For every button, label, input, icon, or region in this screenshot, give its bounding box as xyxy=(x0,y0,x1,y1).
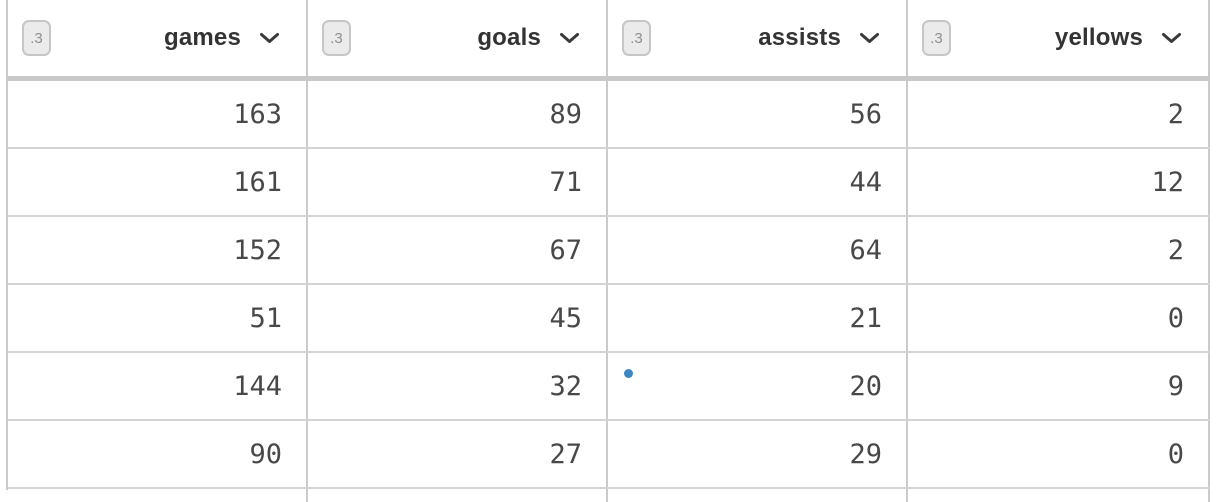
table-cell[interactable]: 89 xyxy=(308,81,608,147)
chevron-down-icon[interactable] xyxy=(559,32,580,44)
column-header-assists[interactable]: .3 assists xyxy=(608,0,908,76)
table-cell[interactable]: 9 xyxy=(908,353,1210,419)
table-cell[interactable] xyxy=(908,489,1210,502)
table-cell[interactable]: 90 xyxy=(8,421,308,487)
table-cell[interactable]: 45 xyxy=(308,285,608,351)
table-cell[interactable]: 0 xyxy=(908,285,1210,351)
table-row: 161 71 44 12 xyxy=(8,149,1210,217)
column-label: games xyxy=(163,24,241,51)
data-table: .3 games .3 goals .3 assists .3 yellows xyxy=(6,0,1210,502)
column-header-yellows[interactable]: .3 yellows xyxy=(908,0,1210,76)
table-cell[interactable]: 32 xyxy=(308,353,608,419)
column-label: assists xyxy=(758,24,841,51)
table-cell[interactable]: 64 xyxy=(608,217,908,283)
table-cell[interactable]: 152 xyxy=(8,217,308,283)
table-cell[interactable] xyxy=(308,489,608,502)
table-cell[interactable] xyxy=(8,489,308,502)
table-cell[interactable]: 21 xyxy=(608,285,908,351)
table-cell[interactable]: 29 xyxy=(608,421,908,487)
table-row: 51 45 21 0 xyxy=(8,285,1210,353)
column-label: yellows xyxy=(1054,24,1143,51)
table-cell[interactable]: 2 xyxy=(908,81,1210,147)
table-body: 163 89 56 2 161 71 44 12 152 67 64 2 51 45 21 0 144 32 20 9… xyxy=(8,81,1210,502)
chevron-down-icon[interactable] xyxy=(859,32,880,44)
blue-indicator-dot xyxy=(624,369,633,378)
type-badge: .3 xyxy=(922,20,951,56)
column-label: goals xyxy=(477,24,541,51)
table-cell[interactable]: 163 xyxy=(8,81,308,147)
type-badge: .3 xyxy=(22,20,51,56)
table-cell[interactable]: 71 xyxy=(308,149,608,215)
type-badge: .3 xyxy=(322,20,351,56)
chevron-down-icon[interactable] xyxy=(259,32,280,44)
table-cell[interactable]: 56 xyxy=(608,81,908,147)
type-badge: .3 xyxy=(622,20,651,56)
table-cell[interactable]: 67 xyxy=(308,217,608,283)
table-cell[interactable]: 144 xyxy=(8,353,308,419)
table-cell[interactable] xyxy=(608,489,908,502)
table-row: 152 67 64 2 xyxy=(8,217,1210,285)
chevron-down-icon[interactable] xyxy=(1161,32,1182,44)
column-header-goals[interactable]: .3 goals xyxy=(308,0,608,76)
table-cell[interactable]: 51 xyxy=(8,285,308,351)
table-cell[interactable]: 44 xyxy=(608,149,908,215)
table-row-partial xyxy=(8,489,1210,502)
column-header-games[interactable]: .3 games xyxy=(8,0,308,76)
table-cell[interactable]: 27 xyxy=(308,421,608,487)
table-cell[interactable]: 2 xyxy=(908,217,1210,283)
table-header-row: .3 games .3 goals .3 assists .3 yellows xyxy=(8,0,1210,81)
table-cell[interactable]: 12 xyxy=(908,149,1210,215)
table-cell[interactable]: 161 xyxy=(8,149,308,215)
table-row: 90 27 29 0 xyxy=(8,421,1210,489)
table-cell[interactable]: 0 xyxy=(908,421,1210,487)
table-cell[interactable]: 20 xyxy=(608,353,908,419)
table-row: 144 32 20 9 xyxy=(8,353,1210,421)
table-row: 163 89 56 2 xyxy=(8,81,1210,149)
